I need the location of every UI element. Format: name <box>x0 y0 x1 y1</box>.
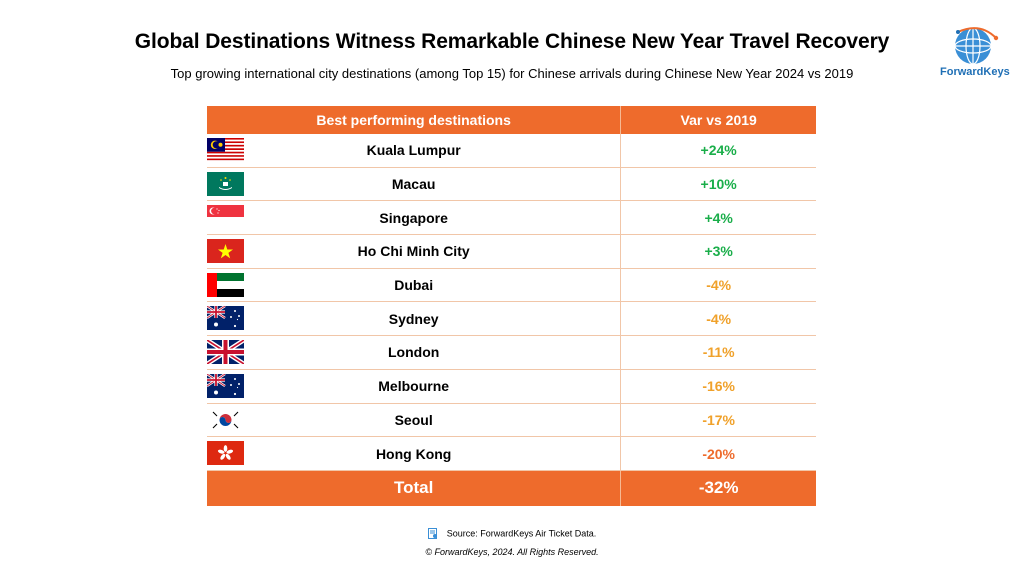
variation-value: +4% <box>704 209 733 226</box>
column-header-variation: Var vs 2019 <box>680 112 757 128</box>
total-row: Total -32% <box>207 470 816 506</box>
destination-cell: Sydney <box>206 302 622 336</box>
destination-name: Kuala Lumpur <box>366 142 461 159</box>
destination-cell: Kuala Lumpur <box>207 134 622 167</box>
destination-cell: Dubai <box>207 268 622 302</box>
destination-name: Hong Kong <box>375 445 452 462</box>
variation-value: +10% <box>700 176 737 193</box>
destination-cell: Ho Chi Minh City <box>207 235 622 268</box>
macau-flag-icon <box>207 171 244 196</box>
vietnam-flag-icon <box>207 239 244 264</box>
table-row: Kuala Lumpur +24% <box>207 134 816 168</box>
destination-cell: Hong Kong <box>207 437 622 470</box>
variation-value: -11% <box>702 344 735 361</box>
destination-name: Dubai <box>394 277 434 294</box>
singapore-flag-icon <box>207 205 244 230</box>
uae-flag-icon <box>207 272 244 297</box>
malaysia-flag-icon <box>207 138 244 162</box>
south-korea-flag-icon <box>207 407 244 432</box>
variation-value: -17% <box>702 411 735 428</box>
table-row: Melbourne -16% <box>206 369 816 404</box>
variation-value: -4% <box>706 310 732 327</box>
australia-flag-icon <box>206 305 244 331</box>
destination-cell: Melbourne <box>206 369 622 403</box>
destination-name: Sydney <box>388 310 439 327</box>
destination-name: Seoul <box>394 411 433 428</box>
total-value: -32% <box>698 478 739 498</box>
source-text: Source: ForwardKeys Air Ticket Data. <box>446 528 597 539</box>
table-row: Seoul -17% <box>207 403 816 438</box>
destinations-table: Best performing destinations Var vs 2019… <box>205 106 816 506</box>
variation-value: +3% <box>704 243 733 260</box>
forwardkeys-globe-icon <box>954 27 999 65</box>
table-row: Ho Chi Minh City +3% <box>207 235 816 269</box>
table-row: Dubai -4% <box>207 268 816 303</box>
total-label: Total <box>207 470 622 506</box>
uk-flag-icon <box>205 338 246 367</box>
copyright: © ForwardKeys, 2024. All Rights Reserved… <box>425 547 599 557</box>
destination-cell: Singapore <box>207 201 622 235</box>
page-title: Global Destinations Witness Remarkable C… <box>134 30 890 53</box>
destination-name: Ho Chi Minh City <box>357 243 470 260</box>
table-row: Singapore +4% <box>207 201 816 236</box>
column-header-destinations: Best performing destinations <box>207 106 622 134</box>
destination-cell: London <box>205 336 622 369</box>
document-search-icon <box>427 528 437 539</box>
table-row: Macau +10% <box>207 167 816 202</box>
source-note: Source: ForwardKeys Air Ticket Data. <box>0 528 1024 540</box>
destination-name: Singapore <box>379 209 448 226</box>
australia-flag-icon <box>206 372 244 398</box>
variation-value: -16% <box>702 378 735 395</box>
hong-kong-flag-icon <box>207 441 244 466</box>
destination-cell: Macau <box>207 167 622 201</box>
page-subtitle: Top growing international city destinati… <box>170 66 854 81</box>
variation-value: -4% <box>706 277 732 294</box>
destination-name: Melbourne <box>378 378 450 395</box>
table-row: London -11% <box>205 336 816 370</box>
destination-name: Macau <box>391 176 436 193</box>
destination-name: London <box>388 344 440 361</box>
table-header-row: Best performing destinations Var vs 2019 <box>207 106 816 134</box>
variation-value: +24% <box>700 142 737 159</box>
table-row: Sydney -4% <box>206 302 816 337</box>
destination-cell: Seoul <box>207 403 622 437</box>
table-row: Hong Kong -20% <box>207 437 816 471</box>
logo-text: ForwardKeys <box>940 66 1010 78</box>
variation-value: -20% <box>702 445 735 462</box>
